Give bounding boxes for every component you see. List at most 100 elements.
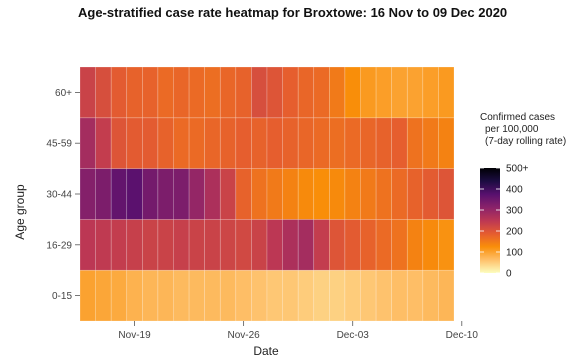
heatmap-cell: [126, 66, 143, 119]
heatmap-cell: [391, 168, 408, 220]
heatmap-cell: [422, 117, 439, 169]
heatmap-cell: [422, 168, 439, 220]
y-tick-label: 16-29: [46, 240, 72, 251]
heatmap-cell: [79, 168, 96, 220]
heatmap-cell: [422, 219, 439, 271]
heatmap-cell: [266, 66, 283, 119]
heatmap-cell: [344, 117, 361, 169]
heatmap-cell: [95, 269, 112, 322]
heatmap-cell: [204, 168, 221, 220]
heatmap-cell: [173, 269, 190, 322]
heatmap-cell: [235, 219, 252, 271]
heatmap-cell: [297, 219, 315, 271]
x-tick-label: Nov-19: [118, 330, 151, 341]
x-tick-label: Dec-03: [337, 330, 370, 341]
heatmap-cell: [375, 168, 392, 220]
heatmap-cell: [360, 219, 377, 271]
heatmap-cell: [422, 269, 439, 322]
heatmap-cell: [282, 269, 299, 322]
heatmap-cell: [95, 117, 112, 169]
heatmap-cell: [95, 168, 112, 220]
heatmap-cell: [391, 269, 408, 322]
heatmap-cell: [110, 219, 128, 271]
heatmap-cell: [297, 117, 315, 169]
heatmap-cell: [219, 269, 237, 322]
y-axis-ticks: 0-15 16-29 30-44 45-59 60+: [46, 88, 80, 302]
heatmap-cell: [266, 269, 283, 322]
legend-title-line: per 100,000: [485, 124, 539, 135]
chart-title: Age-stratified case rate heatmap for Bro…: [78, 5, 508, 20]
heatmap-cell: [375, 269, 392, 322]
legend-tick-label: 100: [506, 248, 523, 259]
legend-title-line: Confirmed cases: [480, 112, 555, 123]
heatmap-cell: [406, 117, 424, 169]
heatmap-cell: [391, 66, 408, 119]
x-tick-label: Nov-26: [228, 330, 261, 341]
heatmap-cell: [126, 168, 143, 220]
heatmap-cell: [360, 168, 377, 220]
heatmap-cell: [157, 219, 174, 271]
heatmap-cell: [391, 219, 408, 271]
legend-tick-label: 200: [506, 227, 523, 238]
heatmap-cell: [235, 117, 252, 169]
heatmap-cell: [110, 269, 128, 322]
heatmap-cell: [79, 117, 96, 169]
heatmap-cell: [438, 219, 455, 271]
heatmap-cell: [219, 168, 237, 220]
heatmap-cell: [313, 269, 330, 322]
heatmap-cell: [282, 219, 299, 271]
heatmap-cell: [438, 66, 455, 119]
heatmap-cell: [406, 66, 424, 119]
heatmap-cell: [157, 269, 174, 322]
heatmap-cell: [79, 219, 96, 271]
heatmap-cell: [142, 219, 159, 271]
heatmap-cell: [266, 168, 283, 220]
heatmap-cell: [313, 117, 330, 169]
heatmap-cell: [173, 168, 190, 220]
y-tick-label: 60+: [55, 88, 72, 99]
heatmap-cell: [251, 219, 268, 271]
legend-ticks: 0 100 200 300 400 500+: [480, 164, 529, 280]
heatmap-cell: [360, 269, 377, 322]
heatmap-cell: [329, 117, 346, 169]
heatmap-cell: [282, 168, 299, 220]
heatmap-cell: [344, 66, 361, 119]
heatmap-cell: [219, 219, 237, 271]
heatmap-cell: [157, 117, 174, 169]
heatmap-cell: [219, 117, 237, 169]
heatmap-cell: [360, 66, 377, 119]
heatmap-cell: [79, 269, 96, 322]
heatmap-cell: [251, 269, 268, 322]
heatmap-cell: [313, 66, 330, 119]
heatmap-cell: [251, 168, 268, 220]
legend-color-bar: [480, 168, 500, 273]
heatmap-cell: [282, 66, 299, 119]
x-tick-label: Dec-10: [446, 330, 479, 341]
heatmap-cell: [282, 117, 299, 169]
heatmap-cell: [297, 168, 315, 220]
heatmap-cell: [204, 269, 221, 322]
heatmap-cell: [438, 168, 455, 220]
heatmap-cell: [329, 219, 346, 271]
heatmap-cell: [344, 219, 361, 271]
heatmap-cell: [391, 117, 408, 169]
heatmap-cell: [313, 168, 330, 220]
heatmap-cell: [110, 168, 128, 220]
heatmap-cell: [95, 219, 112, 271]
heatmap-cell: [219, 66, 237, 119]
heatmap-cell: [142, 269, 159, 322]
heatmap-cell: [251, 66, 268, 119]
heatmap-cell: [126, 269, 143, 322]
heatmap-cell: [79, 66, 96, 119]
heatmap-cell: [126, 219, 143, 271]
heatmap-cell: [375, 117, 392, 169]
y-tick-label: 0-15: [52, 291, 72, 302]
heatmap-cell: [422, 66, 439, 119]
heatmap-cell: [142, 66, 159, 119]
heatmap-cell: [188, 219, 205, 271]
heatmap-cell: [329, 168, 346, 220]
x-axis-title: Date: [253, 344, 279, 358]
